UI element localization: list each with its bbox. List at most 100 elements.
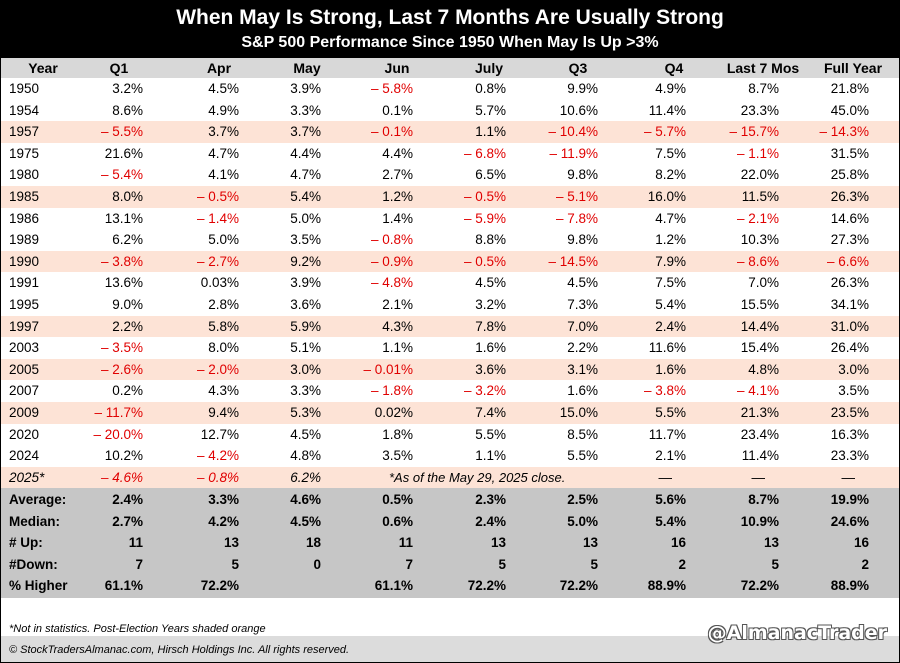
table-cell: 11.6%	[648, 340, 686, 356]
table-cell: 23.3%	[740, 102, 779, 118]
stat-cell: 88.9%	[647, 578, 686, 594]
stat-cell: 8.7%	[748, 492, 779, 507]
shaded-row-background	[1, 402, 899, 424]
column-header: Full Year	[823, 60, 883, 76]
table-cell: 3.0%	[838, 361, 869, 377]
stat-cell: 0.6%	[382, 513, 413, 529]
table-cell: 4.7%	[655, 210, 686, 226]
table-cell: – 11.7%	[94, 405, 143, 420]
table-cell: 1.1%	[475, 124, 506, 140]
row-year: 2020	[9, 426, 40, 442]
table-cell: – 3.5%	[100, 340, 143, 356]
table-cell: 4.9%	[208, 102, 239, 118]
table-cell: 1.6%	[567, 383, 598, 399]
row-year: 2025*	[9, 469, 45, 485]
table-cell: 1.2%	[655, 232, 686, 248]
row-year: 1991	[9, 275, 40, 291]
stat-cell: 0	[313, 556, 321, 572]
table-cell: 9.8%	[567, 232, 598, 248]
stat-label: % Higher	[9, 578, 68, 594]
stat-label: Average:	[9, 492, 67, 507]
stat-cell: 2.5%	[567, 492, 598, 507]
row-2025-note: *As of the May 29, 2025 close.	[389, 469, 566, 485]
stat-cell: 13	[582, 535, 598, 551]
table-cell: 0.02%	[374, 405, 413, 420]
table-cell: 4.1%	[208, 167, 239, 183]
stat-cell: 72.2%	[200, 578, 239, 594]
table-cell: 4.5%	[567, 275, 598, 291]
table-cell: 4.9%	[655, 81, 686, 96]
stats-section	[1, 488, 899, 598]
table-cell: 6.5%	[475, 167, 506, 183]
table-cell: 26.4%	[830, 340, 869, 356]
placeholder-dash: —	[841, 469, 856, 485]
table-cell: – 7.8%	[555, 210, 598, 226]
stat-cell: 13	[490, 535, 506, 551]
table-cell: 3.1%	[567, 361, 598, 377]
stat-cell: 24.6%	[830, 513, 869, 529]
table-cell: 1.2%	[382, 189, 413, 204]
shaded-row-background	[1, 186, 899, 208]
stat-cell: 4.5%	[290, 513, 321, 529]
column-header: Year	[28, 60, 58, 76]
table-cell: – 2.1%	[736, 210, 779, 226]
stat-cell: 2	[678, 556, 686, 572]
table-cell: 2.2%	[112, 318, 143, 334]
table-cell: 3.6%	[290, 297, 321, 312]
placeholder-dash: —	[658, 469, 673, 485]
table-cell: 3.3%	[290, 383, 321, 399]
stat-cell: 2.4%	[475, 513, 506, 529]
table-cell: 14.6%	[830, 210, 869, 226]
stat-label: # Up:	[9, 535, 43, 551]
stat-cell: 4.6%	[290, 492, 321, 507]
stat-cell: 13	[223, 535, 239, 551]
stat-cell: 13	[763, 535, 779, 551]
table-cell: – 5.7%	[643, 124, 686, 140]
shaded-row-background	[1, 250, 899, 273]
table-cell: 8.0%	[112, 189, 143, 204]
table-cell: 5.9%	[290, 318, 321, 334]
table-cell: 1.6%	[475, 340, 506, 356]
table-cell: – 1.1%	[736, 145, 779, 161]
table-cell: 7.9%	[655, 253, 686, 269]
table-cell: 9.4%	[208, 405, 239, 420]
table-cell: – 11.9%	[549, 145, 598, 161]
table-cell: 11.4%	[741, 448, 779, 464]
table-cell: 3.2%	[112, 81, 143, 96]
table-cell: 4.8%	[290, 448, 321, 464]
table-cell: 15.5%	[740, 297, 779, 312]
table-cell: – 5.1%	[555, 189, 598, 204]
table-cell: 2.1%	[655, 448, 686, 464]
table-cell: 6.2%	[290, 469, 321, 485]
table-cell: 2.7%	[382, 167, 413, 183]
table-cell: 5.3%	[290, 405, 321, 420]
stat-cell: 5.6%	[655, 492, 686, 507]
table-cell: 5.1%	[290, 340, 321, 356]
column-header: May	[293, 60, 321, 76]
table-cell: 14.4%	[740, 318, 779, 334]
column-header: Q1	[109, 60, 129, 76]
table-cell: 23.5%	[830, 405, 869, 420]
table-cell: 3.0%	[290, 361, 321, 377]
table-cell: 7.0%	[567, 318, 598, 334]
table-cell: 1.6%	[655, 361, 686, 377]
table-cell: – 3.2%	[463, 383, 506, 399]
table-cell: 5.4%	[290, 189, 321, 204]
shaded-row-background	[1, 358, 899, 381]
table-cell: – 8.6%	[736, 253, 779, 269]
table-cell: – 1.8%	[370, 383, 413, 399]
row-2025-background	[1, 466, 899, 489]
table-cell: 1.1%	[475, 448, 506, 464]
table-cell: – 10.4%	[548, 124, 598, 140]
table-cell: 8.6%	[112, 102, 143, 118]
table-cell: – 0.9%	[370, 253, 413, 269]
row-year: 1950	[9, 81, 40, 96]
table-cell: 0.1%	[382, 102, 413, 118]
table-cell: 23.3%	[830, 448, 869, 464]
row-year: 1995	[9, 297, 40, 312]
stat-cell: 61.1%	[374, 578, 413, 594]
table-cell: 2.4%	[655, 318, 686, 334]
row-year: 2007	[9, 383, 40, 399]
table-cell: – 0.5%	[463, 253, 506, 269]
table-cell: – 6.6%	[826, 253, 869, 269]
